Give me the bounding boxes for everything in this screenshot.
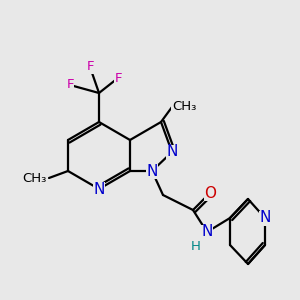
Text: N: N (93, 182, 105, 196)
Text: N: N (146, 164, 158, 178)
Text: N: N (166, 145, 178, 160)
Text: CH₃: CH₃ (22, 172, 47, 184)
Text: N: N (201, 224, 213, 239)
Text: O: O (204, 185, 216, 200)
Text: N: N (259, 211, 271, 226)
Text: CH₃: CH₃ (172, 100, 196, 113)
Text: F: F (66, 79, 74, 92)
Text: H: H (191, 241, 201, 254)
Text: F: F (114, 71, 122, 85)
Text: F: F (86, 61, 94, 74)
